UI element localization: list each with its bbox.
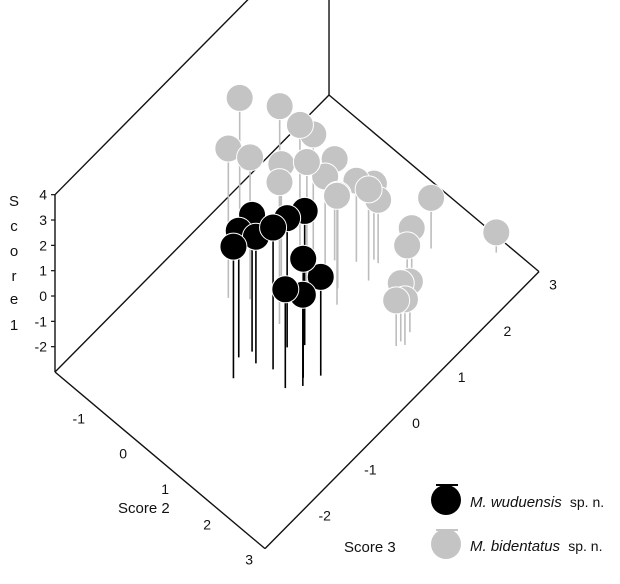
box-edge	[264, 271, 540, 550]
score2-tick-label: 2	[203, 516, 211, 532]
point-bidentatus	[382, 286, 411, 315]
score1-axis-label-char: S	[9, 193, 19, 210]
score2-tick-label: -1	[73, 410, 86, 426]
score1-tick-label: 3	[39, 212, 47, 228]
score2-axis-label: Score 2	[118, 500, 170, 517]
score3-tick-label: 2	[503, 323, 511, 339]
legend-label: M. wuduensis sp. n.	[470, 494, 604, 511]
score1-axis-label-char: c	[10, 218, 18, 235]
point-bidentatus	[393, 231, 422, 260]
point-stems	[227, 97, 498, 389]
score1-tick-label: -1	[35, 313, 48, 329]
score1-tick-label: -2	[35, 339, 48, 355]
point-wuduensis	[259, 213, 288, 242]
point-bidentatus	[265, 92, 294, 121]
score1-tick-label: 0	[39, 288, 47, 304]
score3-axis: Score 3 -2 -1 0 1 2 3	[318, 277, 557, 556]
score3-tick-label: 1	[458, 369, 466, 385]
legend-series-name: M. wuduensis	[470, 494, 562, 511]
box-edge	[54, 94, 330, 373]
point-wuduensis	[289, 244, 318, 273]
point-bidentatus	[292, 148, 321, 177]
legend-swatch-marker	[431, 485, 461, 515]
score3-axis-label: Score 3	[344, 539, 396, 556]
score1-axis-label-char: e	[10, 291, 18, 308]
score2-axis: Score 2 -1 0 1 2 3	[73, 410, 254, 567]
score1-tick-label: 2	[39, 237, 47, 253]
point-bidentatus	[265, 168, 294, 197]
legend-series-suffix: sp. n.	[570, 494, 604, 510]
score2-tick-label: 0	[119, 446, 127, 462]
score1-axis-label: Score 1	[9, 193, 19, 334]
point-bidentatus	[482, 218, 511, 247]
point-wuduensis	[271, 275, 300, 304]
plot-box	[54, 0, 540, 550]
box-edge	[54, 0, 249, 196]
score1-axis-label-char: r	[12, 268, 17, 285]
box-edge	[54, 371, 266, 550]
point-bidentatus	[417, 183, 446, 212]
data-points	[214, 83, 511, 315]
point-bidentatus	[236, 143, 265, 172]
point-bidentatus	[225, 83, 254, 112]
score2-tick-label: 3	[245, 552, 253, 568]
score1-axis-label-char: o	[10, 243, 18, 260]
score3-tick-label: -1	[364, 461, 377, 477]
legend-series-suffix: sp. n.	[568, 538, 602, 554]
score1-tick-label: 4	[39, 187, 47, 203]
point-bidentatus	[323, 181, 352, 210]
legend-item-bidentatus: M. bidentatus sp. n.	[431, 529, 602, 559]
point-wuduensis	[219, 232, 248, 261]
legend-item-wuduensis: M. wuduensis sp. n.	[431, 484, 604, 515]
score1-tick-label: 1	[39, 263, 47, 279]
legend-label: M. bidentatus sp. n.	[470, 538, 602, 555]
score1-axis-label-char: 1	[10, 317, 18, 334]
score3-tick-label: 3	[549, 277, 557, 293]
point-bidentatus	[354, 175, 383, 204]
score3-tick-label: -2	[318, 507, 331, 523]
point-bidentatus	[285, 110, 314, 139]
score2-tick-label: 1	[161, 481, 169, 497]
score1-axis: Score 1 4 3 2 1 0 -1 -2	[9, 187, 55, 355]
legend: M. wuduensis sp. n. M. bidentatus sp. n.	[431, 484, 604, 559]
point-wuduensis	[306, 262, 335, 291]
legend-swatch-marker	[431, 529, 461, 559]
legend-series-name: M. bidentatus	[470, 538, 561, 555]
score3-tick-label: 0	[412, 415, 420, 431]
